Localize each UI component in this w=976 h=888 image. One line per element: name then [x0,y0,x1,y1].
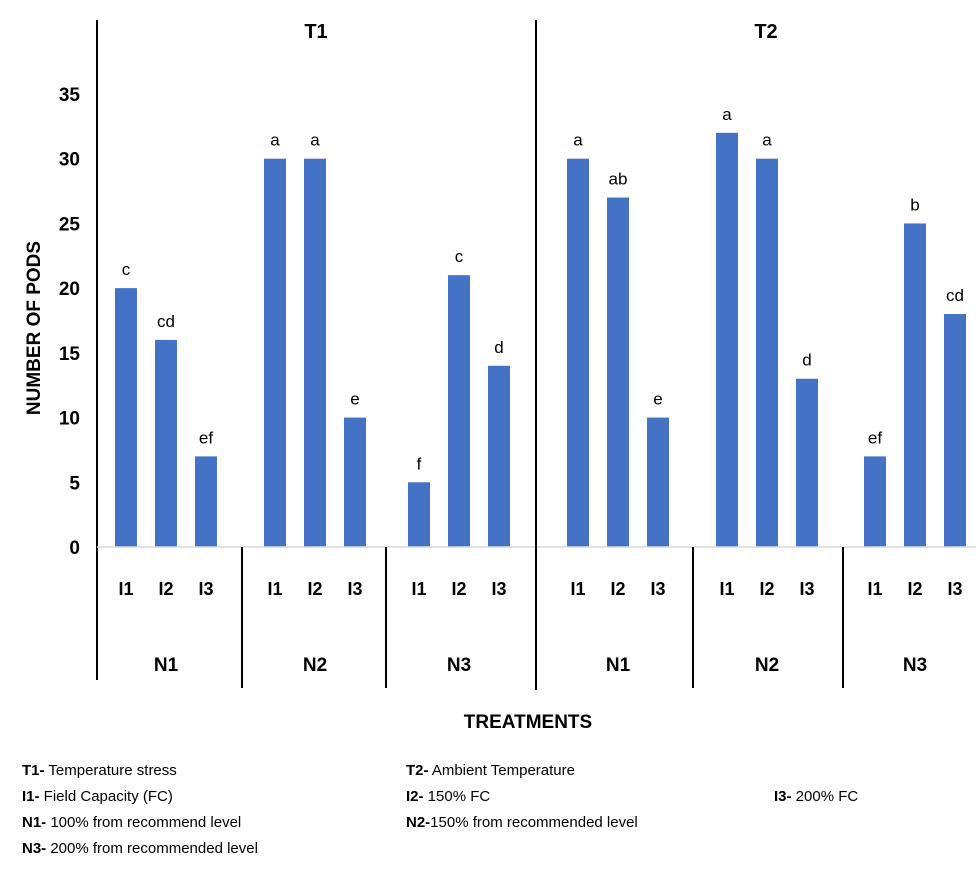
subgroup-label-n2: N2 [303,655,327,676]
bar-t1-n2-i3 [344,417,366,547]
y-tick-label: 5 [69,473,80,494]
bar-t1-n2-i1 [264,158,286,547]
x-tick-label: I1 [719,579,734,599]
x-axis: T1 I1 I2 I3 N1 I1 I2 I3 N2 I1 I2 I3 N3 T2 I1 I2 I3 N1 I1 I2… [97,20,976,690]
y-tick-label: 15 [59,344,81,365]
bar-t1-n1-i1 [115,288,137,547]
x-tick-label: I3 [347,579,362,599]
subgroup-label-n3: N3 [903,655,927,676]
legend-item-t2: T2- Ambient Temperature [406,762,575,779]
legend-item-i1: I1- Field Capacity (FC) [22,788,173,805]
x-tick-label: I2 [610,579,625,599]
significance-letter: ef [868,428,882,447]
subgroup-label-n2: N2 [755,655,779,676]
x-tick-label: I3 [491,579,506,599]
x-tick-label: I1 [267,579,282,599]
bar-t2-n3-i3 [944,314,966,547]
legend-item-t1: T1- Temperature stress [22,762,177,779]
x-tick-label: I1 [867,579,882,599]
bar-t1-n3-i1 [408,482,430,547]
y-axis-title: NUMBER OF PODS [24,241,45,415]
bar-t2-n2-i1 [716,132,738,548]
x-axis-title: TREATMENTS [464,712,592,733]
significance-letter: cd [157,312,175,331]
x-tick-label: I1 [411,579,426,599]
bar-t2-n1-i3 [647,417,669,547]
significance-letter: a [573,131,583,150]
y-tick-label: 25 [59,214,81,235]
bar-t1-n3-i3 [488,365,510,547]
significance-letter: a [310,131,320,150]
significance-letter: f [417,454,422,473]
significance-letter: ab [609,170,628,189]
bar-t1-n2-i2 [304,158,326,547]
legend-item-i2: I2- 150% FC [406,788,491,805]
legend-item-n1: N1- 100% from recommend level [22,814,242,831]
bar-t1-n1-i3 [195,456,217,547]
bar-t2-n1-i1 [567,158,589,547]
y-tick-label: 10 [59,409,80,430]
significance-letter: a [722,105,732,124]
legend-item-n3: N3- 200% from recommended level [22,840,258,857]
y-axis: 0 5 10 15 20 25 30 35 [59,20,98,680]
x-tick-label: I3 [799,579,814,599]
group-label-t1: T1 [304,21,327,43]
legend-item-n2: N2-150% from recommended level [406,814,638,831]
significance-letter: d [494,338,503,357]
x-tick-label: I2 [451,579,466,599]
significance-letter: b [910,195,919,214]
group-label-t2: T2 [754,21,777,43]
bar-t2-n2-i3 [796,378,818,547]
subgroup-label-n1: N1 [606,655,631,676]
bar-t1-n1-i2 [155,339,177,547]
significance-letter: d [802,351,811,370]
bar-t2-n3-i2 [904,223,926,547]
y-tick-label: 20 [59,279,80,300]
subgroup-label-n1: N1 [154,655,179,676]
bar-t2-n3-i1 [864,456,886,547]
x-tick-label: I3 [947,579,962,599]
legend-item-i3: I3- 200% FC [774,788,859,805]
bar-t1-n3-i2 [448,275,470,547]
significance-letter: ef [199,428,213,447]
x-tick-label: I2 [759,579,774,599]
x-tick-label: I2 [907,579,922,599]
x-tick-label: I3 [198,579,213,599]
y-tick-label: 35 [59,85,81,106]
y-tick-label: 0 [69,538,80,559]
x-tick-label: I3 [650,579,665,599]
significance-letter: cd [946,286,964,305]
significance-letter: a [270,131,280,150]
significance-letter: c [455,247,464,266]
bar-t2-n2-i2 [756,158,778,547]
bar-t2-n1-i2 [607,197,629,548]
significance-letter: e [653,390,662,409]
significance-letter: e [350,390,359,409]
x-tick-label: I2 [307,579,322,599]
x-tick-label: I1 [570,579,585,599]
x-tick-label: I1 [118,579,133,599]
y-tick-label: 30 [59,150,80,171]
subgroup-label-n3: N3 [447,655,471,676]
x-tick-label: I2 [158,579,173,599]
significance-letter: a [762,131,772,150]
significance-letter: c [122,260,131,279]
